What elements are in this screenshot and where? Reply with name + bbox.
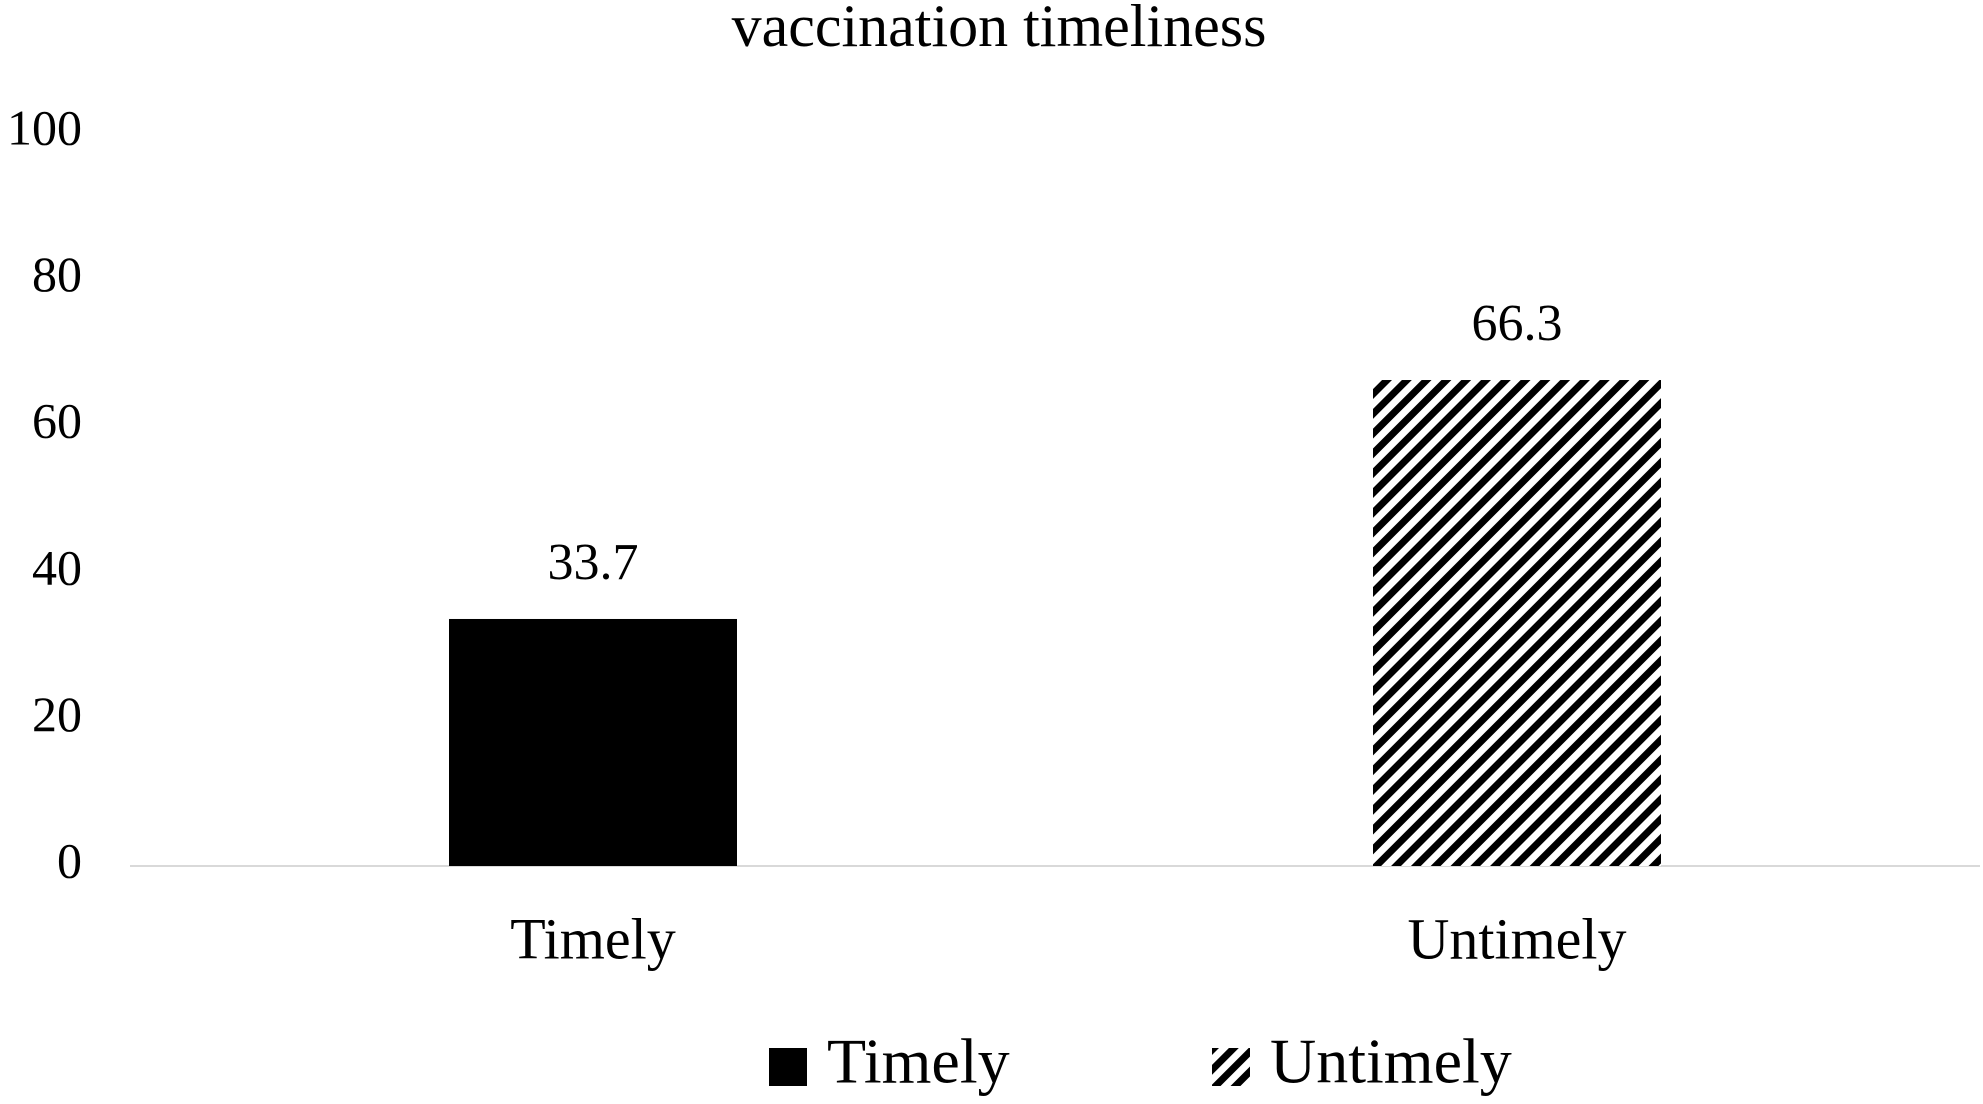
y-tick-label: 80: [32, 246, 82, 302]
x-tick-label: Timely: [510, 906, 675, 971]
x-tick-label: Untimely: [1407, 906, 1626, 971]
legend-swatch: [1212, 1048, 1250, 1086]
y-tick-label: 40: [32, 539, 82, 595]
y-tick-label: 20: [32, 686, 82, 742]
data-label: 33.7: [548, 534, 639, 591]
bar: [449, 618, 737, 866]
y-tick-label: 0: [57, 832, 82, 888]
legend-label: Untimely: [1270, 1026, 1512, 1097]
bar: [1373, 380, 1661, 866]
data-label: 66.3: [1472, 295, 1563, 352]
chart-title: vaccination timeliness: [732, 0, 1267, 59]
y-tick-label: 100: [7, 99, 82, 155]
legend-label: Timely: [827, 1026, 1010, 1097]
legend-swatch: [769, 1048, 807, 1086]
y-tick-label: 60: [32, 393, 82, 449]
